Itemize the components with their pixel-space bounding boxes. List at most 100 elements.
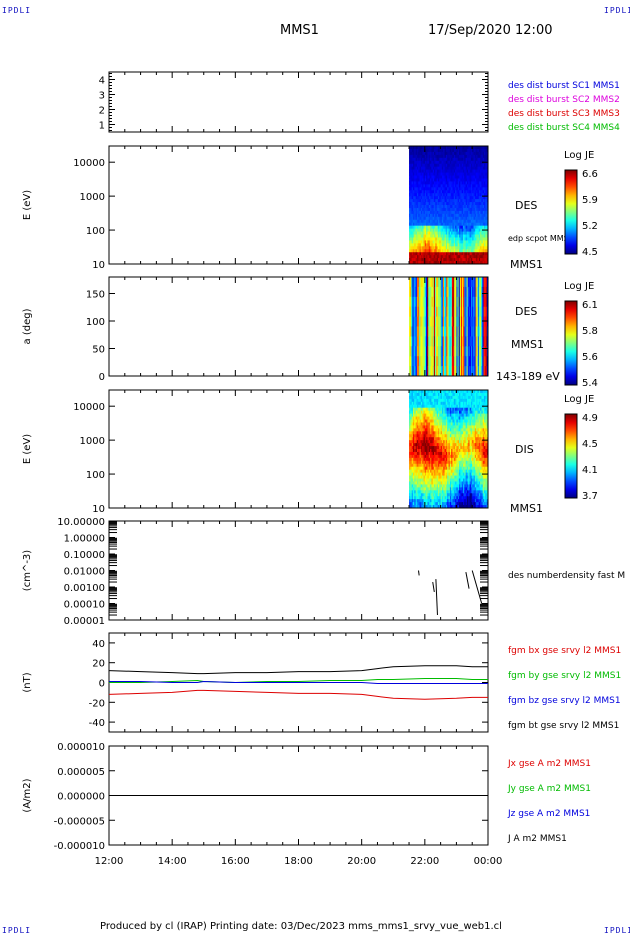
colorbar-tick-label: 3.7: [582, 491, 598, 502]
footer-credit: Produced by cl (IRAP) Printing date: 03/…: [100, 921, 502, 932]
dis-energy-ylabel: E (eV): [22, 434, 33, 464]
time-axis-label: 00:00: [474, 856, 503, 867]
density-point: [466, 572, 469, 589]
legend-entry: des dist burst SC3 MMS3: [508, 109, 620, 119]
colorbar-tick-label: 5.9: [582, 195, 598, 206]
density-ytick-label: 0.00100: [64, 583, 105, 594]
bfield-legend: fgm bz gse srvy l2 MMS1: [508, 696, 621, 706]
bfield-series-line: [109, 690, 488, 699]
pitch-sublabel: MMS1: [511, 338, 544, 351]
density-ytick-label: 0.10000: [64, 550, 105, 561]
current-ytick-label: -0.000010: [54, 841, 105, 852]
density-ytick-label: 0.00010: [64, 600, 105, 611]
des-energy-heatmap: [409, 146, 488, 265]
density-ytick-label: 1.00000: [64, 534, 105, 545]
current-legend: Jz gse A m2 MMS1: [507, 809, 590, 819]
des-energy-ytick-label: 10000: [73, 158, 105, 169]
density-ytick-label: 0.01000: [64, 567, 105, 578]
des-energy-sublabel: MMS1: [510, 258, 543, 271]
bfield-series-line: [109, 666, 488, 674]
des-energy-ytick-label: 100: [86, 226, 105, 237]
dis-energy-label: DIS: [515, 443, 534, 456]
des-energy-ytick-label: 10: [92, 260, 105, 271]
colorbar-title: Log JE: [564, 394, 594, 405]
current-ylabel: (A/m2): [22, 778, 33, 812]
bfield-ytick-label: -20: [89, 698, 105, 709]
time-axis-label: 16:00: [221, 856, 250, 867]
current-legend: Jy gse A m2 MMS1: [507, 784, 591, 794]
current-ytick-label: -0.000005: [54, 816, 105, 827]
availability-panel-frame: [109, 72, 488, 132]
spacecraft-title: MMS1: [280, 23, 319, 38]
overlay-label: edp scpot MMS1: [508, 234, 574, 243]
bfield-ytick-label: 20: [92, 659, 105, 670]
dis-energy-ytick-label: 100: [86, 470, 105, 481]
current-ytick-label: 0.000010: [57, 742, 105, 753]
current-legend: Jx gse A m2 MMS1: [507, 759, 591, 769]
pitch-ylabel: a (deg): [22, 308, 33, 344]
pitch-label: DES: [515, 305, 537, 318]
bfield-legend: fgm bx gse srvy l2 MMS1: [508, 646, 621, 656]
pitch-ytick-label: 150: [86, 290, 105, 301]
colorbar-3: [565, 414, 577, 498]
colorbar-tick-label: 4.5: [582, 439, 598, 450]
des-energy-label: DES: [515, 199, 537, 212]
colorbar-tick-label: 5.6: [582, 352, 598, 363]
dis-energy-ytick-label: 10: [92, 504, 105, 515]
legend-entry: des dist burst SC4 MMS4: [508, 123, 620, 133]
pitch-ytick-label: 50: [92, 345, 105, 356]
bfield-legend: fgm by gse srvy l2 MMS1: [508, 671, 621, 681]
density-ytick-label: 0.00001: [64, 616, 105, 627]
colorbar-title: Log JE: [564, 281, 594, 292]
pitch-ytick-label: 100: [86, 317, 105, 328]
time-axis-label: 22:00: [410, 856, 439, 867]
availability-ytick-label: 4: [99, 76, 105, 87]
legend-entry: des dist burst SC2 MMS2: [508, 95, 620, 105]
current-legend: J A m2 MMS1: [507, 834, 567, 844]
density-ytick-label: 10.00000: [57, 517, 105, 528]
colorbar-1: [565, 170, 577, 254]
bfield-legend: fgm bt gse srvy l2 MMS1: [508, 721, 619, 731]
colorbar-tick-label: 6.1: [582, 300, 598, 311]
density-ylabel: (cm^-3): [22, 550, 33, 591]
colorbar-2: [565, 301, 577, 385]
density-panel-frame: [109, 521, 488, 620]
availability-ytick-label: 1: [99, 121, 105, 132]
availability-ytick-label: 3: [99, 91, 105, 102]
time-axis-label: 14:00: [158, 856, 187, 867]
dis-energy-sublabel: MMS1: [510, 502, 543, 515]
colorbar-title: Log JE: [564, 150, 594, 161]
colorbar-tick-label: 4.9: [582, 413, 598, 424]
time-axis-label: 20:00: [347, 856, 376, 867]
time-axis-label: 12:00: [95, 856, 124, 867]
colorbar-tick-label: 5.2: [582, 221, 598, 232]
datetime-title: 17/Sep/2020 12:00: [428, 23, 552, 38]
density-point: [433, 582, 435, 592]
colorbar-tick-label: 6.6: [582, 169, 598, 180]
availability-ytick-label: 2: [99, 106, 105, 117]
density-point: [419, 571, 420, 576]
pitch-ytick-label: 0: [99, 372, 105, 383]
energy-range-label: 143-189 eV: [496, 370, 560, 383]
dis-energy-heatmap: [409, 390, 488, 509]
bfield-ytick-label: 0: [99, 679, 105, 690]
current-ytick-label: 0.000000: [57, 792, 105, 803]
colorbar-tick-label: 5.8: [582, 326, 598, 337]
legend-entry: des dist burst SC1 MMS1: [508, 81, 620, 91]
des-energy-ylabel: E (eV): [22, 190, 33, 220]
dis-energy-ytick-label: 10000: [73, 402, 105, 413]
colorbar-tick-label: 4.5: [582, 247, 598, 258]
bfield-ytick-label: -40: [89, 718, 105, 729]
current-ytick-label: 0.000005: [57, 767, 105, 778]
des-pitch-heatmap: [409, 277, 488, 377]
des-energy-ytick-label: 1000: [80, 192, 105, 203]
bfield-ylabel: (nT): [22, 672, 33, 692]
colorbar-tick-label: 4.1: [582, 465, 598, 476]
bfield-ytick-label: 40: [92, 639, 105, 650]
density-legend: des numberdensity fast M: [508, 571, 625, 581]
density-point: [436, 579, 438, 615]
dis-energy-ytick-label: 1000: [80, 436, 105, 447]
time-axis-label: 18:00: [284, 856, 313, 867]
colorbar-tick-label: 5.4: [582, 378, 598, 389]
